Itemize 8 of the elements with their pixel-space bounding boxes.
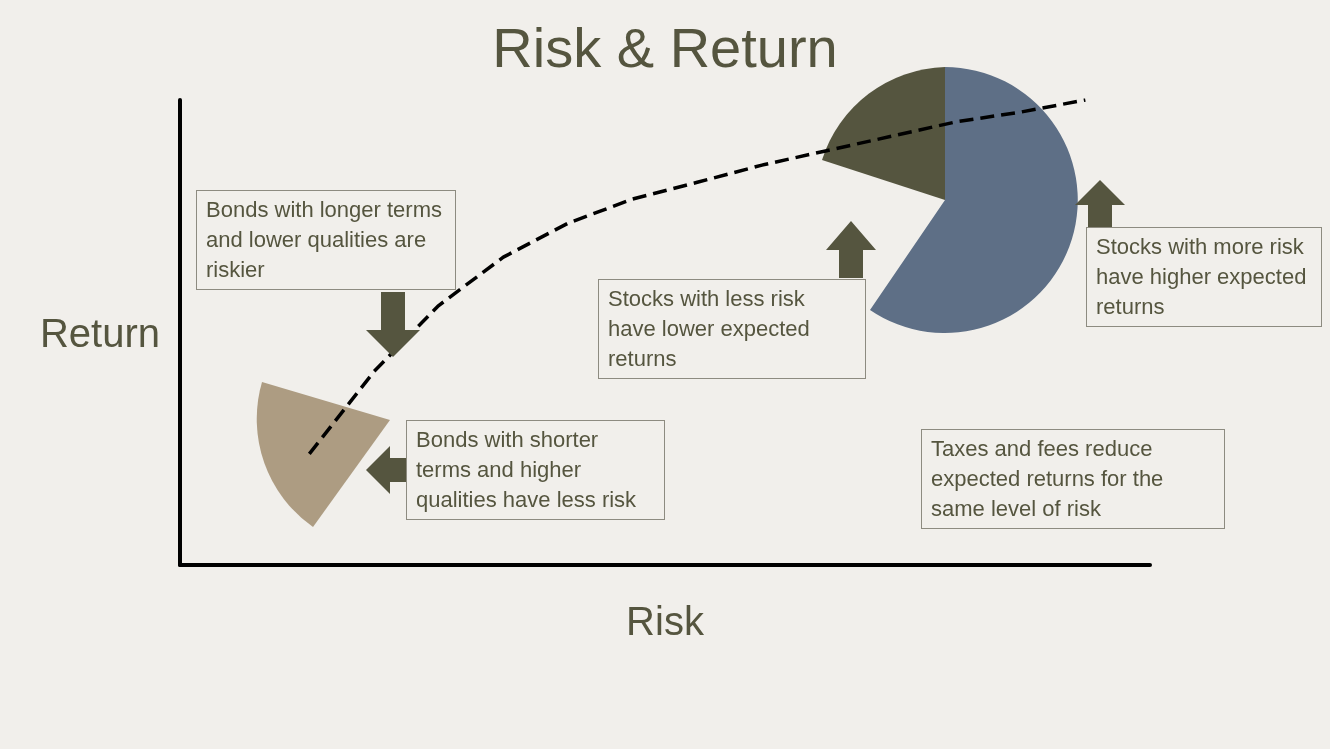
annotation: Bonds with shorter terms and higher qualities have less risk [406, 420, 665, 520]
y-axis-title: Return [39, 310, 160, 355]
annotation: Stocks with less risk have lower expected returns [598, 279, 866, 379]
x-axis-title: Risk [626, 599, 705, 643]
chart-title: Risk & Return [492, 15, 838, 79]
annotation: Stocks with more risk have higher expected returns [1086, 227, 1322, 327]
annotation: Taxes and fees reduce expected returns for the same level of risk [921, 429, 1225, 529]
annotation: Bonds with longer terms and lower qualities are riskier [196, 190, 456, 290]
